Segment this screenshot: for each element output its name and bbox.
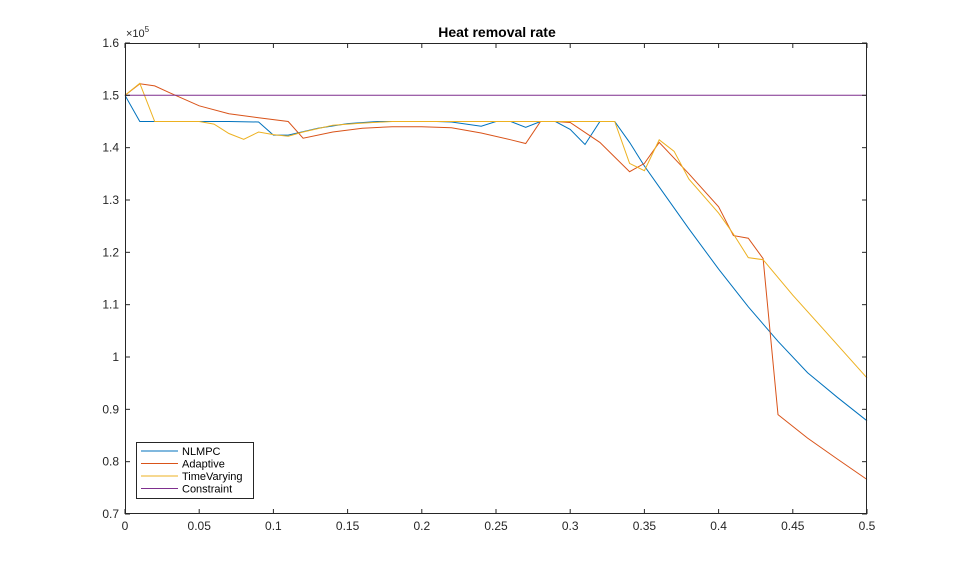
legend-label: Constraint [182,484,232,496]
x-tick-label: 0.45 [781,519,805,533]
chart-title: Heat removal rate [438,24,556,40]
x-tick-label: 0.35 [633,519,657,533]
y-tick-label: 1 [112,350,119,364]
legend-label: NLMPC [182,446,221,458]
y-exponent-base: ×10 [126,28,145,40]
legend-label: TimeVarying [182,471,243,483]
x-tick-label: 0.3 [562,519,579,533]
legend-label: Adaptive [182,459,225,471]
x-tick-label: 0.1 [265,519,282,533]
y-tick-label: 1.4 [102,141,119,155]
series-line-adaptive [124,83,868,480]
svg-text:×105: ×105 [126,25,150,40]
y-tick-label: 0.9 [102,402,119,416]
x-tick-label: 0 [122,519,129,533]
x-tick-label: 0.5 [859,519,876,533]
x-tick-label: 0.25 [484,519,508,533]
axes-layer: 0 0.05 0.1 0.15 0.2 0.25 0.3 0.35 0.4 0.45 0.5 0.7 0… [102,36,875,533]
series-line-timevarying [124,82,868,379]
y-tick-label: 0.7 [102,507,119,521]
y-tick-label: 1.1 [102,298,119,312]
y-tick-label: 1.2 [102,245,119,259]
x-tick-label: 0.2 [413,519,430,533]
y-tick-label: 1.5 [102,88,119,102]
y-axis-exponent: ×105 [126,25,150,40]
series-layer [124,82,868,480]
y-exponent-power: 5 [145,25,150,34]
x-tick-label: 0.15 [336,519,360,533]
y-tick-label: 0.8 [102,455,119,469]
x-tick-label: 0.4 [710,519,727,533]
x-tick-label: 0.05 [188,519,212,533]
y-tick-label: 1.6 [102,36,119,50]
y-tick-label: 1.3 [102,193,119,207]
legend-box [136,442,254,499]
